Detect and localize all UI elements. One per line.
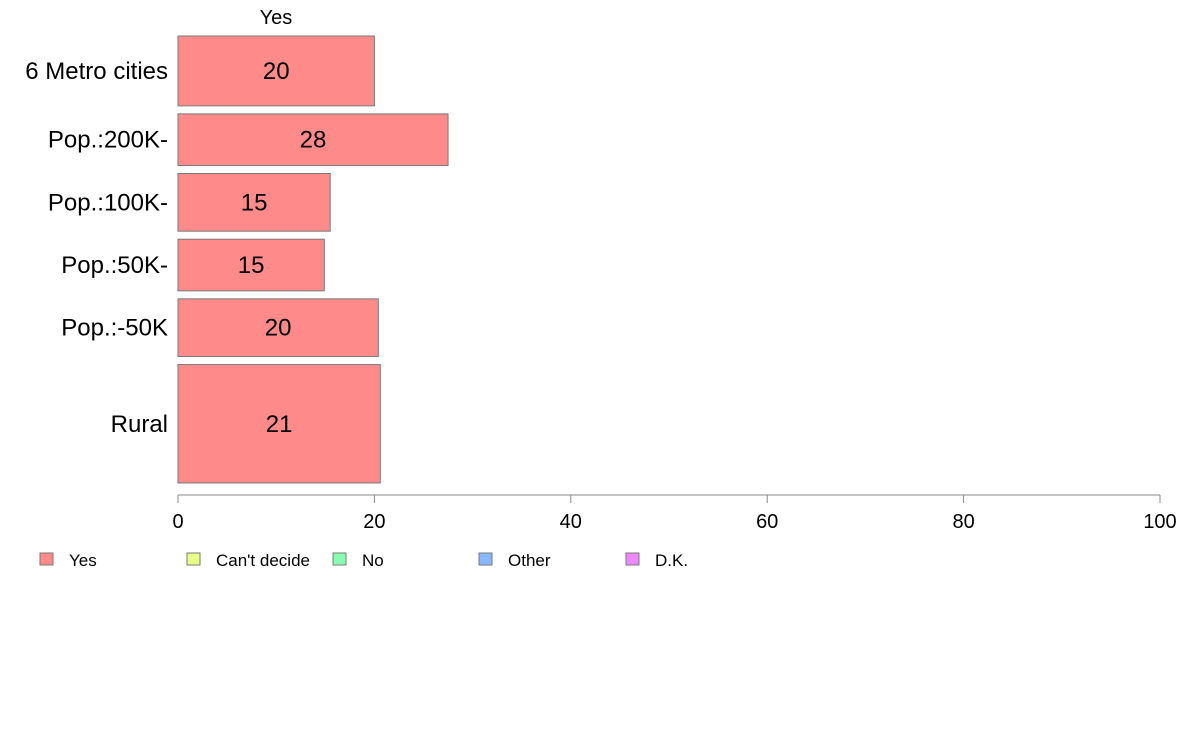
- legend-swatch-2: [332, 552, 347, 566]
- bar-4-0: [177, 298, 379, 358]
- legend-label-1: Can't decide: [216, 551, 310, 570]
- x-tick-label-2: 40: [560, 511, 582, 533]
- legend-label-0: Yes: [69, 551, 97, 570]
- bar-value-label-0: 20: [263, 58, 290, 85]
- bar-3-0: [177, 238, 325, 292]
- category-label-5: Rural: [111, 411, 168, 438]
- legend-label-3: Other: [508, 551, 551, 570]
- x-tick-label-0: 0: [172, 511, 183, 533]
- bar-1-0: [177, 113, 449, 166]
- legend-swatch-1: [186, 552, 201, 566]
- category-label-2: Pop.:100K-: [48, 189, 168, 216]
- bar-value-label-4: 20: [265, 315, 292, 342]
- category-labels: Yes 6 Metro cities Pop.:200K- Pop.:100K- Pop…: [25, 7, 292, 438]
- legend-swatch-3: [478, 552, 493, 566]
- x-tick-label-5: 100: [1143, 511, 1176, 533]
- bar-0-0: [177, 35, 375, 107]
- bar-5-0: [177, 364, 381, 484]
- legend-swatch-4: [625, 552, 640, 566]
- category-label-4: Pop.:-50K: [61, 315, 168, 342]
- legend-label-2: No: [362, 551, 384, 570]
- bar-value-label-5: 21: [266, 411, 293, 438]
- x-tick-label-3: 60: [756, 511, 778, 533]
- bar-value-label-2: 15: [241, 189, 268, 216]
- legend-label-4: D.K.: [655, 551, 688, 570]
- category-label-3: Pop.:50K-: [61, 252, 168, 279]
- legend-swatch-0: [39, 552, 54, 566]
- category-label-1: Pop.:200K-: [48, 127, 168, 154]
- bars: 20 28 15 15 20 21: [177, 35, 449, 484]
- x-tick-label-1: 20: [363, 511, 385, 533]
- category-label-0: 6 Metro cities: [25, 58, 168, 85]
- top-series-label: Yes: [260, 7, 293, 29]
- bar-value-label-1: 28: [300, 127, 327, 154]
- legend: Yes Can't decide No Other D.K.: [39, 551, 688, 570]
- x-axis: 0 20 40 60 80 100: [172, 494, 1177, 533]
- bar-2-0: [177, 172, 331, 232]
- bar-value-label-3: 15: [238, 252, 265, 279]
- x-tick-label-4: 80: [952, 511, 974, 533]
